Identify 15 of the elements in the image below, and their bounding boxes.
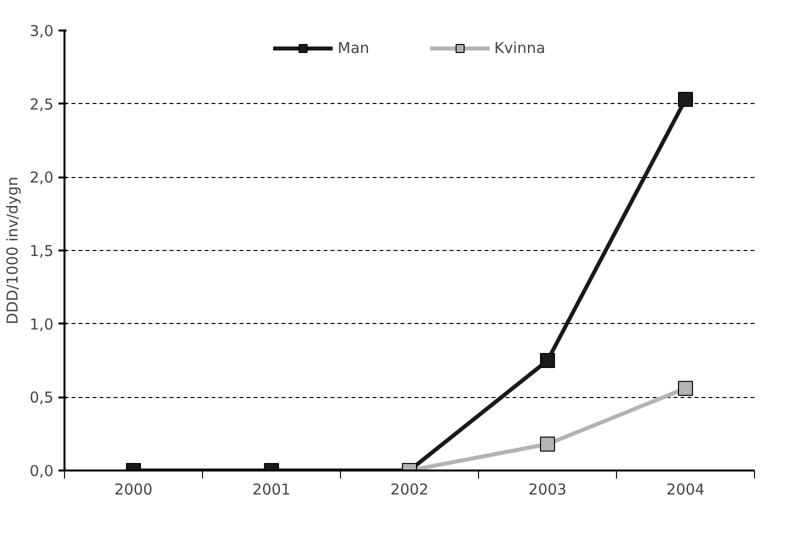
- y-tick-label: 1,5: [30, 242, 54, 260]
- y-tick-label: 3,0: [30, 22, 54, 40]
- x-tick-label: 2000: [114, 480, 153, 498]
- y-tick-label: 0,0: [30, 462, 54, 480]
- x-tick-label: 2001: [252, 480, 291, 498]
- y-tick-label: 1,0: [30, 315, 54, 334]
- x-tick-label: 2003: [528, 480, 567, 498]
- y-axis-title: DDD/1000 inv/dygn: [4, 176, 22, 324]
- legend-label: Man: [338, 38, 370, 58]
- x-tick-label: 2004: [666, 480, 705, 498]
- y-tick-label: 2,0: [30, 168, 54, 187]
- legend-label: Kvinna: [494, 38, 546, 58]
- y-tick-label: 2,5: [30, 95, 54, 114]
- y-tick-label: 0,5: [30, 388, 54, 407]
- x-tick-label: 2002: [390, 480, 429, 498]
